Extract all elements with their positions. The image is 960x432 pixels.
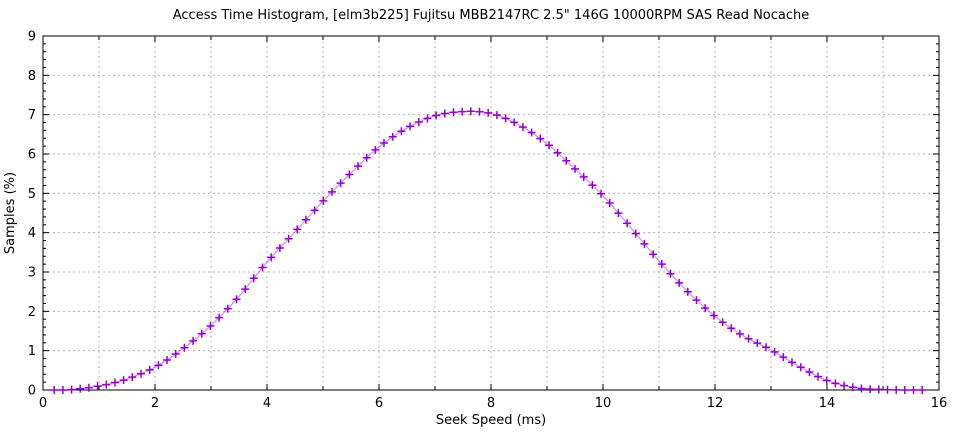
y-tick-label: 6 bbox=[28, 148, 36, 163]
x-tick-label: 0 bbox=[39, 396, 47, 411]
chart-title: Access Time Histogram, [elm3b225] Fujits… bbox=[172, 8, 810, 23]
x-tick-label: 14 bbox=[819, 396, 836, 411]
y-tick-label: 4 bbox=[28, 226, 36, 241]
x-tick-label: 12 bbox=[707, 396, 724, 411]
x-tick-label: 16 bbox=[931, 396, 948, 411]
data-point-markers bbox=[50, 107, 927, 394]
x-tick-label: 8 bbox=[487, 396, 495, 411]
y-axis-title: Samples (%) bbox=[3, 171, 18, 255]
y-tick-label: 3 bbox=[28, 266, 36, 281]
y-tick-label: 2 bbox=[28, 305, 36, 320]
y-tick-label: 1 bbox=[28, 344, 36, 359]
y-tick-label: 7 bbox=[28, 108, 36, 123]
x-axis-title: Seek Speed (ms) bbox=[435, 413, 547, 428]
y-tick-label: 0 bbox=[28, 384, 36, 399]
x-tick-label: 10 bbox=[595, 396, 612, 411]
y-tick-label: 9 bbox=[28, 30, 36, 45]
x-tick-label: 4 bbox=[263, 396, 271, 411]
y-tick-label: 5 bbox=[28, 187, 36, 202]
x-tick-label: 2 bbox=[151, 396, 159, 411]
x-tick-label: 6 bbox=[375, 396, 383, 411]
y-tick-label: 8 bbox=[28, 69, 36, 84]
